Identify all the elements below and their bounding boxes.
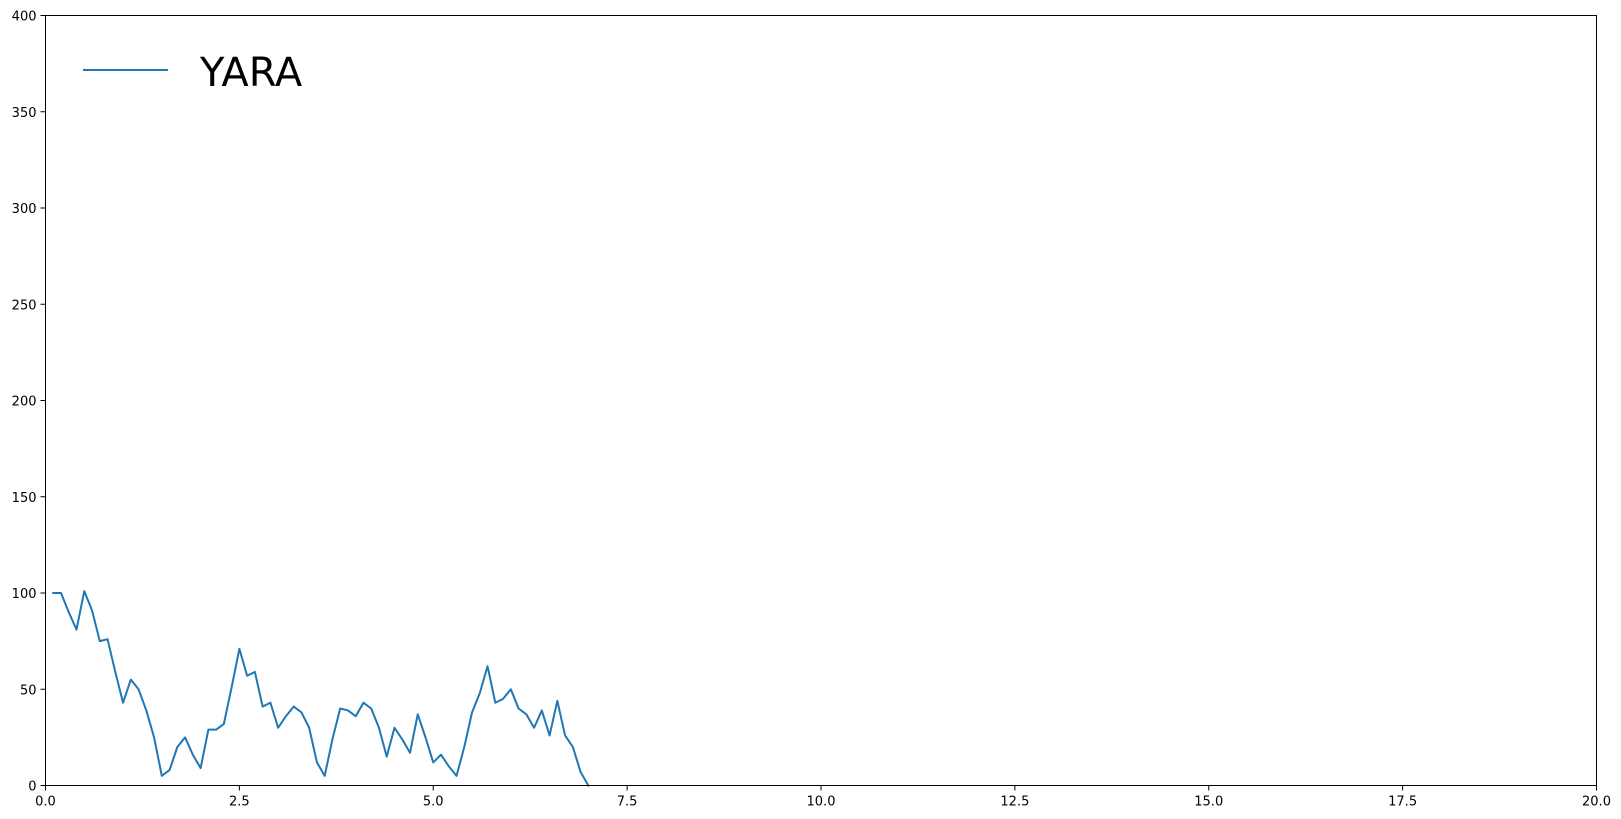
y-tick-label: 50	[20, 683, 37, 698]
y-tick-label: 100	[12, 587, 37, 602]
x-tick-label: 2.5	[229, 795, 250, 810]
x-axis-ticks: 0.0 2.5 5.0 7.5 10.0 12.5 15.0 17.5 20.0	[35, 785, 1611, 810]
x-tick-label: 12.5	[1000, 795, 1029, 810]
y-tick-label: 150	[12, 491, 37, 506]
legend: YARA	[83, 50, 303, 96]
y-tick-label: 0	[28, 780, 36, 795]
y-axis-ticks: 0 50 100 150 200 250 300 350 400	[12, 10, 46, 795]
y-tick-label: 250	[12, 298, 37, 313]
series-layer	[52, 590, 590, 787]
y-tick-label: 200	[12, 395, 37, 410]
x-tick-label: 0.0	[35, 795, 56, 810]
y-tick-label: 300	[12, 202, 37, 217]
x-tick-label: 17.5	[1388, 795, 1417, 810]
x-tick-label: 15.0	[1194, 795, 1223, 810]
y-tick-label: 350	[12, 106, 37, 121]
series-line-yara	[52, 590, 590, 787]
x-tick-label: 7.5	[617, 795, 638, 810]
x-tick-label: 10.0	[807, 795, 836, 810]
x-tick-label: 20.0	[1582, 795, 1611, 810]
x-tick-label: 5.0	[423, 795, 444, 810]
y-tick-label: 400	[12, 10, 37, 25]
legend-label-yara: YARA	[199, 50, 303, 96]
